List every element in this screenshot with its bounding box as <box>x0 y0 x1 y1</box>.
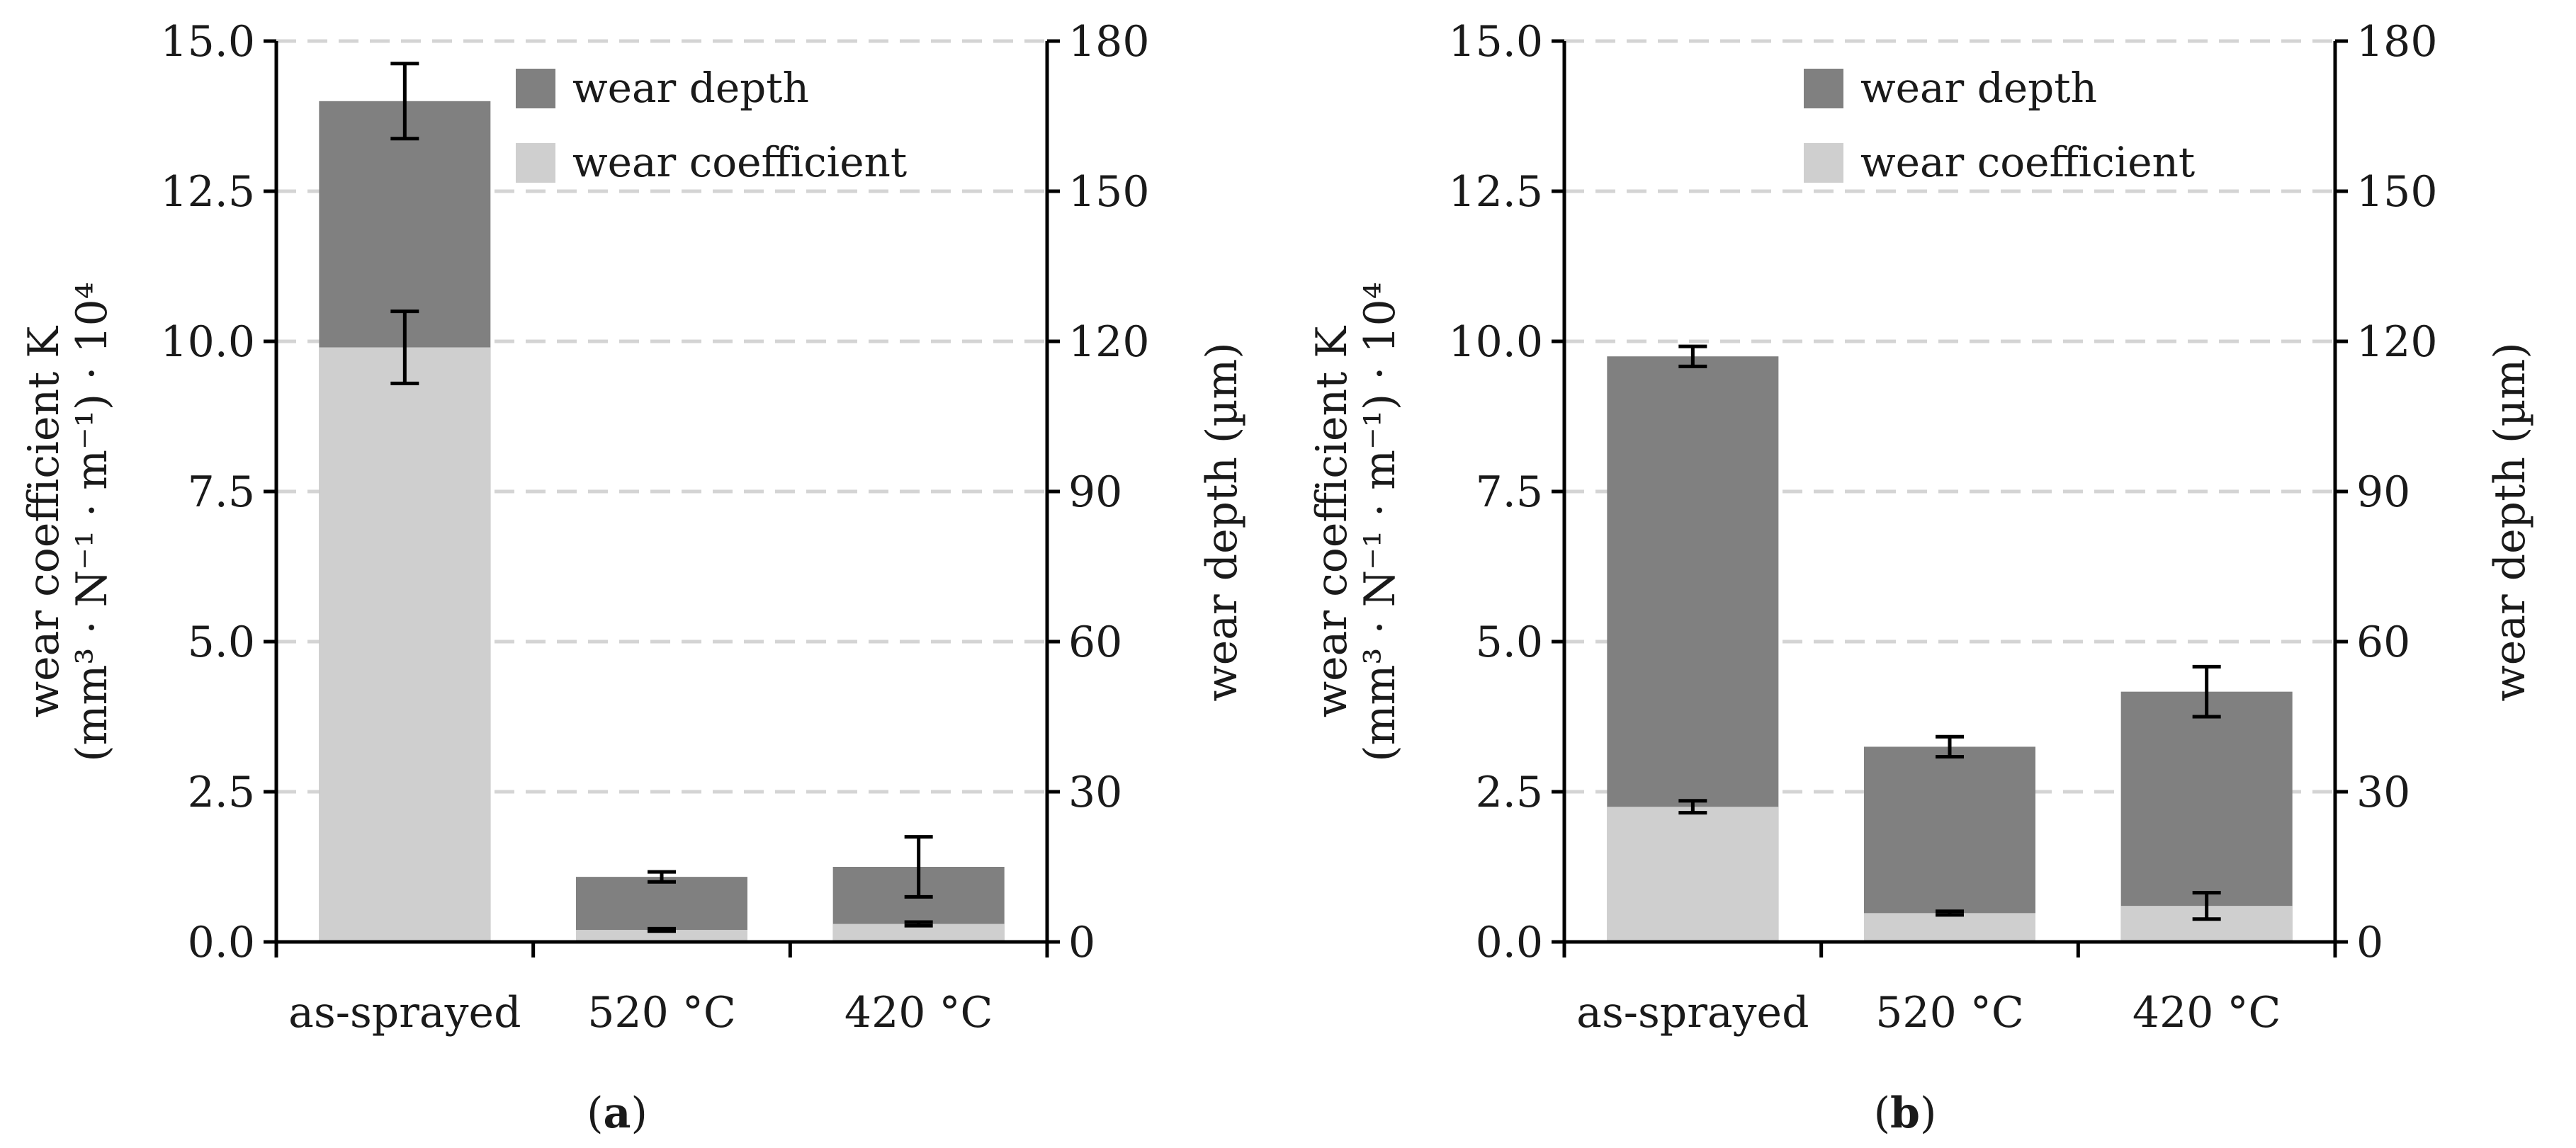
panel-caption-a: (a) <box>587 1089 648 1138</box>
left-axis-tick-label: 12.5 <box>160 167 255 217</box>
left-axis-tick-label: 10.0 <box>1448 317 1543 367</box>
left-axis-title-line1: wear coefficient K <box>1307 326 1357 718</box>
legend: wear depth wear coefficient <box>516 64 907 186</box>
right-axis-title: wear depth (µm) <box>2485 342 2535 701</box>
error-bar-wear-depth <box>390 62 419 141</box>
legend-label: wear depth <box>572 64 809 112</box>
legend-swatch <box>1804 69 1843 108</box>
bars-layer <box>1607 344 2293 942</box>
left-axis-tick-label: 5.0 <box>188 618 255 667</box>
right-axis-tick-label: 0 <box>2356 918 2383 967</box>
bars-layer <box>319 62 1005 943</box>
right-axis-tick-label: 180 <box>2356 17 2438 67</box>
error-bar-wear-depth <box>648 870 676 884</box>
right-axis-tick-label: 150 <box>2356 167 2438 217</box>
error-bar-wear-coefficient <box>1678 799 1707 815</box>
left-axis-tick-label: 15.0 <box>160 17 255 67</box>
left-axis-tick-label: 2.5 <box>1476 768 1543 817</box>
right-axis-tick-label: 30 <box>2356 768 2410 817</box>
category-label: 420 °C <box>2132 988 2281 1038</box>
category-label: as-sprayed <box>1576 988 1809 1038</box>
right-axis-tick-label: 0 <box>1068 918 1095 967</box>
legend-swatch <box>1804 143 1843 183</box>
error-bar-wear-depth <box>1936 734 1964 759</box>
error-bar-wear-depth <box>2192 664 2221 719</box>
error-bar-wear-coefficient <box>648 926 676 933</box>
error-bar-wear-coefficient <box>390 309 419 385</box>
bar-wear-coefficient <box>1607 807 1779 942</box>
error-bar-wear-coefficient <box>1936 909 1964 917</box>
left-axis-title-line1: wear coefficient K <box>19 326 69 718</box>
left-axis-tick-label: 2.5 <box>188 768 255 817</box>
axes-layer: as-sprayed 520 °C 420 °C 0.0 0 2.5 30 5.0 60 7.5 9… <box>1448 17 2437 1038</box>
right-axis-tick-label: 60 <box>1068 618 1122 667</box>
left-axis-tick-label: 7.5 <box>188 467 255 517</box>
legend: wear depth wear coefficient <box>1804 64 2195 186</box>
category-label: 420 °C <box>844 988 993 1038</box>
left-axis-title-line2: (mm³ · N⁻¹ · m⁻¹) · 10⁴ <box>1355 282 1405 762</box>
bar-wear-coefficient <box>319 347 491 943</box>
right-axis-tick-label: 90 <box>2356 467 2410 517</box>
category-label: as-sprayed <box>288 988 521 1038</box>
legend-swatch <box>516 69 555 108</box>
panel-caption-b: (b) <box>1874 1089 1937 1138</box>
left-axis-tick-label: 15.0 <box>1448 17 1543 67</box>
axes-layer: as-sprayed 520 °C 420 °C 0.0 0 2.5 30 5.0 60 7.5 9… <box>160 17 1149 1038</box>
left-axis-tick-label: 12.5 <box>1448 167 1543 217</box>
right-axis-tick-label: 150 <box>1068 167 1150 217</box>
left-axis-tick-label: 5.0 <box>1476 618 1543 667</box>
bar-wear-depth <box>1864 746 2035 942</box>
left-axis-tick-label: 0.0 <box>188 918 255 967</box>
right-axis-title: wear depth (µm) <box>1197 342 1247 701</box>
right-axis-tick-label: 120 <box>1068 317 1150 367</box>
chart-panel-b: as-sprayed 520 °C 420 °C 0.0 0 2.5 30 5.0 60 7.5 9… <box>1307 17 2535 1138</box>
right-axis-tick-label: 60 <box>2356 618 2410 667</box>
left-axis-tick-label: 7.5 <box>1476 467 1543 517</box>
chart-panel-a: as-sprayed 520 °C 420 °C 0.0 0 2.5 30 5.0 60 7.5 9… <box>19 17 1247 1138</box>
left-axis-title-line2: (mm³ · N⁻¹ · m⁻¹) · 10⁴ <box>67 282 117 762</box>
bar-wear-coefficient <box>1864 913 2035 942</box>
bar-wear-coefficient <box>576 930 747 942</box>
left-axis-tick-label: 10.0 <box>160 317 255 367</box>
error-bar-wear-coefficient <box>904 920 933 928</box>
right-axis-tick-label: 180 <box>1068 17 1150 67</box>
right-axis-tick-label: 30 <box>1068 768 1122 817</box>
legend-swatch <box>516 143 555 183</box>
category-label: 520 °C <box>1875 988 2024 1038</box>
legend-label: wear depth <box>1860 64 2097 112</box>
error-bar-wear-coefficient <box>2192 890 2221 921</box>
category-label: 520 °C <box>587 988 736 1038</box>
panel-caption-letter: b <box>1890 1089 1920 1138</box>
error-bar-wear-depth <box>1678 344 1707 368</box>
right-axis-tick-label: 90 <box>1068 467 1122 517</box>
left-axis-tick-label: 0.0 <box>1476 918 1543 967</box>
right-axis-tick-label: 120 <box>2356 317 2438 367</box>
legend-label: wear coefficient <box>572 138 907 186</box>
legend-label: wear coefficient <box>1860 138 2195 186</box>
error-bar-wear-depth <box>904 835 933 899</box>
panel-caption-letter: a <box>604 1089 631 1138</box>
